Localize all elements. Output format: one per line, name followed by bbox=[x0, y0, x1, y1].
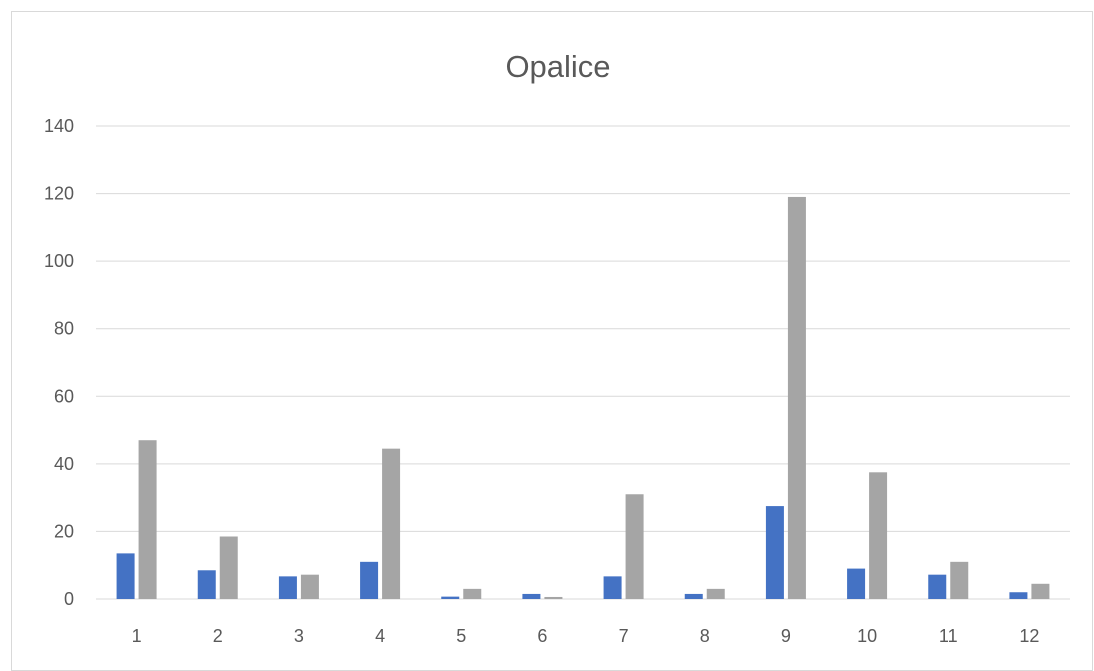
gridlines bbox=[96, 125, 1070, 600]
y-tick-label: 120 bbox=[44, 184, 74, 204]
bar-series1-9 bbox=[765, 506, 784, 599]
x-axis-tick-labels: 1 2 3 4 5 6 7 8 9 10 11 12 bbox=[132, 626, 1040, 646]
y-tick-label: 60 bbox=[54, 386, 74, 406]
bar-series1-11 bbox=[928, 574, 947, 599]
bar-series1-10 bbox=[847, 568, 866, 599]
x-tick-label: 5 bbox=[456, 626, 466, 646]
bar-series1-4 bbox=[360, 561, 379, 599]
x-tick-label: 8 bbox=[700, 626, 710, 646]
x-tick-label: 9 bbox=[781, 626, 791, 646]
y-tick-label: 80 bbox=[54, 319, 74, 339]
bar-series2-4 bbox=[382, 448, 401, 599]
x-tick-label: 4 bbox=[375, 626, 385, 646]
x-tick-label: 1 bbox=[132, 626, 142, 646]
x-tick-label: 3 bbox=[294, 626, 304, 646]
bar-series1-6 bbox=[522, 593, 541, 599]
bar-series1-5 bbox=[441, 596, 460, 599]
x-tick-label: 2 bbox=[213, 626, 223, 646]
bar-series2-9 bbox=[787, 196, 806, 599]
x-tick-label: 10 bbox=[857, 626, 877, 646]
bar-series2-7 bbox=[625, 494, 644, 599]
bar-series1-8 bbox=[684, 593, 703, 599]
x-tick-label: 6 bbox=[537, 626, 547, 646]
bar-series1-7 bbox=[603, 576, 622, 599]
y-tick-label: 20 bbox=[54, 521, 74, 541]
x-tick-label: 7 bbox=[619, 626, 629, 646]
chart-title: Opalice bbox=[505, 49, 610, 84]
bar-series2-8 bbox=[706, 588, 725, 599]
bar-series1-1 bbox=[116, 553, 135, 599]
y-tick-label: 100 bbox=[44, 251, 74, 271]
bar-series2-2 bbox=[219, 536, 238, 599]
y-axis-tick-labels: 0 20 40 60 80 100 120 140 bbox=[44, 116, 74, 609]
y-tick-label: 140 bbox=[44, 116, 74, 136]
bar-series1-2 bbox=[197, 570, 216, 599]
bar-series2-1 bbox=[138, 440, 157, 599]
bar-series2-3 bbox=[300, 574, 319, 599]
bar-series2-6 bbox=[544, 596, 563, 599]
y-tick-label: 40 bbox=[54, 454, 74, 474]
chart-frame bbox=[11, 11, 1093, 671]
bar-series2-5 bbox=[463, 588, 482, 599]
bar-series2-10 bbox=[869, 472, 888, 599]
x-tick-label: 12 bbox=[1019, 626, 1039, 646]
y-tick-label: 0 bbox=[64, 589, 74, 609]
bar-series2-12 bbox=[1031, 583, 1050, 599]
bar-series1-3 bbox=[278, 576, 297, 599]
bars bbox=[116, 196, 1050, 599]
bar-series2-11 bbox=[950, 561, 969, 599]
bar-series1-12 bbox=[1009, 592, 1028, 599]
x-tick-label: 11 bbox=[939, 626, 958, 646]
